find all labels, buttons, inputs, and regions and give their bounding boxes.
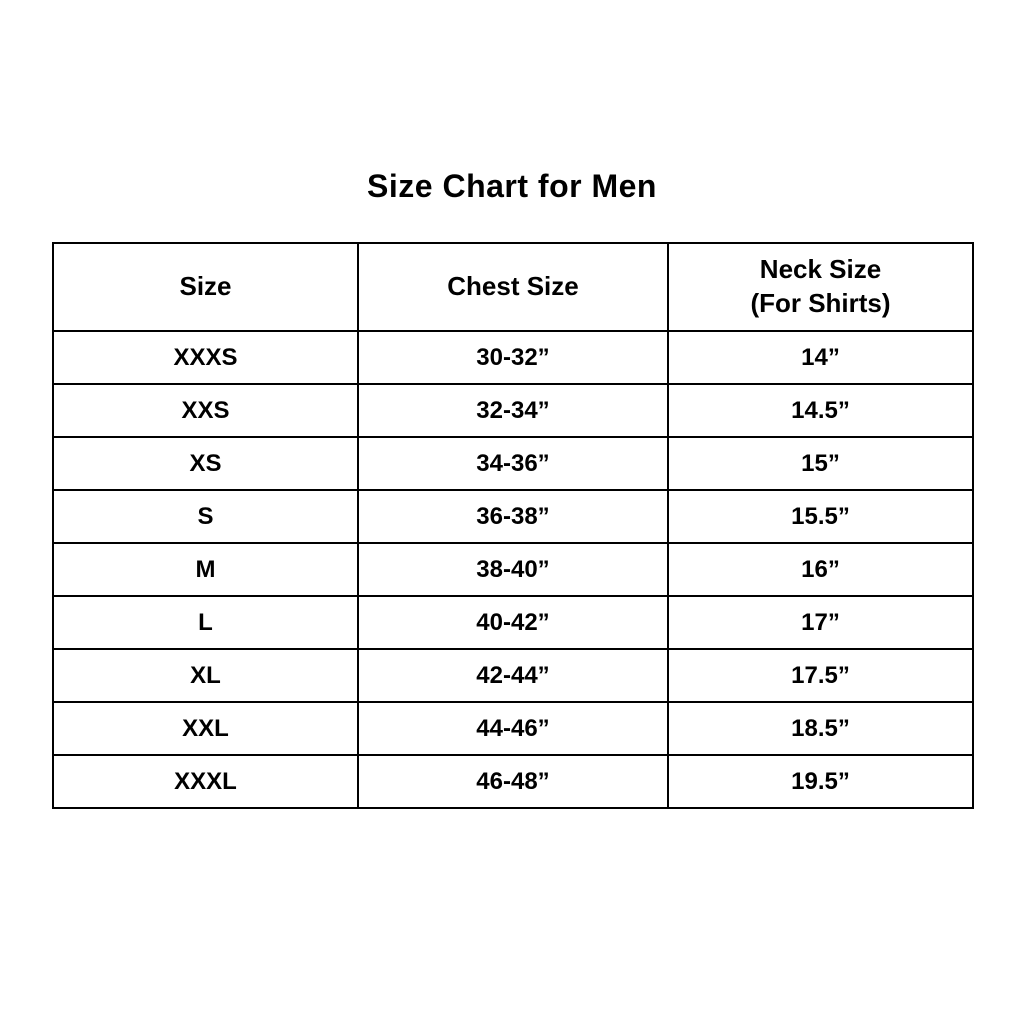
- neck-cell: 14”: [667, 330, 974, 385]
- neck-cell: 16”: [667, 542, 974, 597]
- table-header-row: Size Chest Size Neck Size (For Shirts): [52, 242, 974, 332]
- chest-cell: 38-40”: [357, 542, 669, 597]
- chest-cell: 34-36”: [357, 436, 669, 491]
- chest-cell: 32-34”: [357, 383, 669, 438]
- chest-cell: 40-42”: [357, 595, 669, 650]
- size-cell: M: [52, 542, 359, 597]
- table-row: XS 34-36” 15”: [52, 436, 974, 491]
- column-header-size: Size: [52, 242, 359, 332]
- chest-cell: 36-38”: [357, 489, 669, 544]
- chest-cell: 46-48”: [357, 754, 669, 809]
- size-cell: XXL: [52, 701, 359, 756]
- column-header-neck-label-line2: (For Shirts): [750, 288, 891, 318]
- neck-cell: 18.5”: [667, 701, 974, 756]
- table-row: M 38-40” 16”: [52, 542, 974, 597]
- size-chart-table: Size Chest Size Neck Size (For Shirts) X…: [52, 242, 974, 809]
- neck-cell: 17”: [667, 595, 974, 650]
- column-header-size-label: Size: [179, 271, 232, 302]
- neck-cell: 15”: [667, 436, 974, 491]
- table-row: L 40-42” 17”: [52, 595, 974, 650]
- table-row: S 36-38” 15.5”: [52, 489, 974, 544]
- size-cell: XXS: [52, 383, 359, 438]
- neck-cell: 17.5”: [667, 648, 974, 703]
- column-header-chest-label: Chest Size: [447, 271, 579, 302]
- column-header-neck-size: Neck Size (For Shirts): [667, 242, 974, 332]
- column-header-neck-label-line1: Neck Size: [759, 254, 882, 285]
- neck-cell: 19.5”: [667, 754, 974, 809]
- neck-cell: 14.5”: [667, 383, 974, 438]
- table-row: XXXS 30-32” 14”: [52, 330, 974, 385]
- chest-cell: 44-46”: [357, 701, 669, 756]
- size-cell: XL: [52, 648, 359, 703]
- chest-cell: 42-44”: [357, 648, 669, 703]
- size-cell: XXXS: [52, 330, 359, 385]
- table-row: XXXL 46-48” 19.5”: [52, 754, 974, 809]
- table-row: XXL 44-46” 18.5”: [52, 701, 974, 756]
- size-cell: S: [52, 489, 359, 544]
- column-header-chest-size: Chest Size: [357, 242, 669, 332]
- table-row: XXS 32-34” 14.5”: [52, 383, 974, 438]
- size-cell: XXXL: [52, 754, 359, 809]
- page-title: Size Chart for Men: [367, 168, 657, 204]
- table-row: XL 42-44” 17.5”: [52, 648, 974, 703]
- chest-cell: 30-32”: [357, 330, 669, 385]
- size-cell: L: [52, 595, 359, 650]
- size-cell: XS: [52, 436, 359, 491]
- neck-cell: 15.5”: [667, 489, 974, 544]
